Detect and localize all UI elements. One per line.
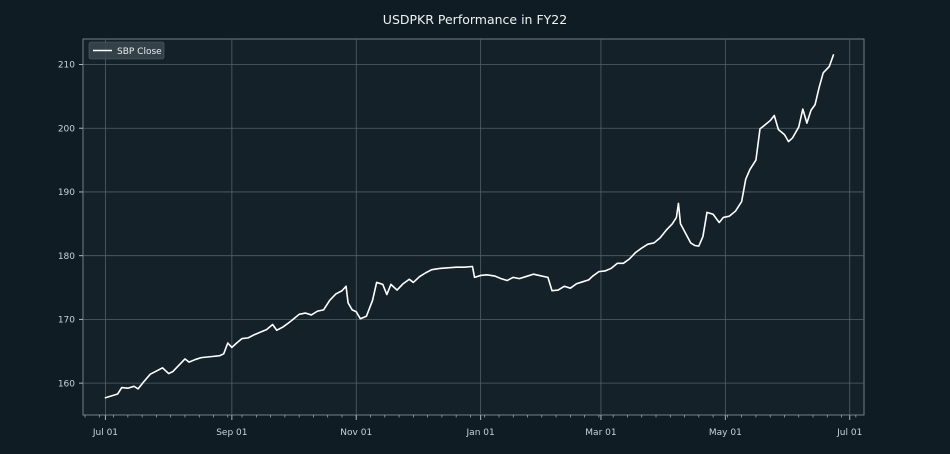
chart-title: USDPKR Performance in FY22 (383, 12, 567, 27)
legend: SBP Close (88, 41, 165, 60)
x-tick-label: May 01 (709, 428, 742, 438)
y-tick-label: 170 (58, 316, 75, 326)
gridlines (83, 39, 864, 415)
axes: Jul 01 Sep 01 Nov 01 Jan 01 Mar 01 May 01 Jul … (58, 61, 862, 438)
x-tick-label: Sep 01 (216, 428, 247, 438)
plot-background (82, 38, 865, 416)
legend-label: SBP Close (117, 47, 162, 57)
y-tick-label: 210 (58, 61, 75, 71)
series-line-0 (104, 54, 835, 399)
series-layer (104, 54, 835, 399)
x-tick-label: Mar 01 (585, 428, 616, 438)
y-tick-label: 180 (58, 252, 75, 262)
x-tick-label: Jul 01 (92, 428, 118, 438)
y-tick-label: 160 (58, 379, 75, 389)
x-tick-label: Jan 01 (466, 428, 495, 438)
y-tick-label: 200 (58, 124, 75, 134)
y-tick-label: 190 (58, 188, 75, 198)
x-tick-label: Jul 01 (836, 428, 862, 438)
legend-box (88, 41, 165, 60)
x-tick-label: Nov 01 (340, 428, 372, 438)
